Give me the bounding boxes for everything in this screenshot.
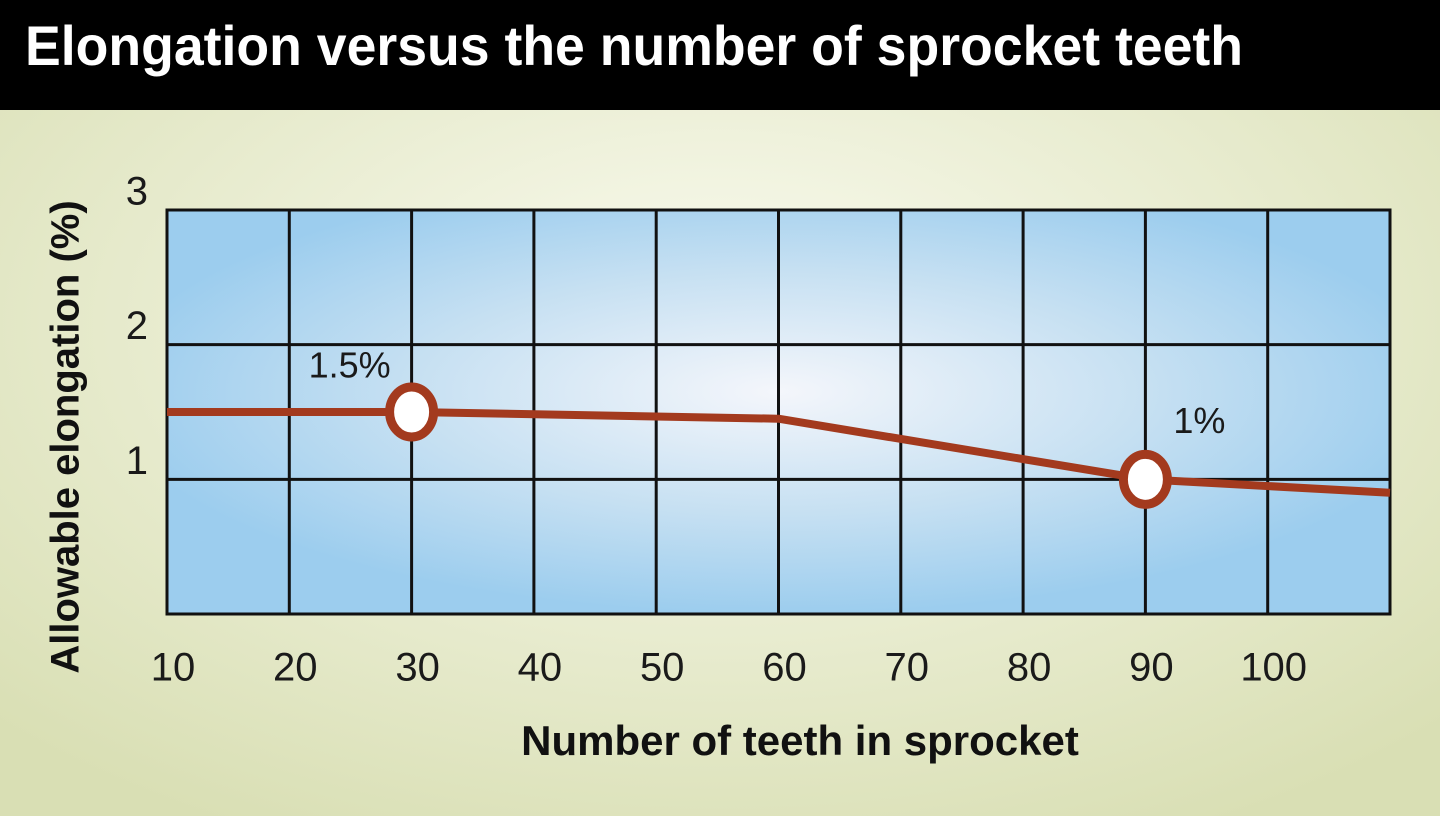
x-tick-label: 60 bbox=[762, 646, 807, 690]
x-tick-label: 20 bbox=[273, 646, 318, 690]
y-tick-label: 3 bbox=[126, 170, 148, 214]
y-axis-label: Allowable elongation (%) bbox=[44, 200, 88, 673]
x-tick-label: 10 bbox=[151, 646, 196, 690]
x-tick-label: 80 bbox=[1007, 646, 1052, 690]
x-tick-label: 70 bbox=[885, 646, 930, 690]
highlight-label: 1% bbox=[1173, 400, 1225, 441]
highlight-marker bbox=[1118, 449, 1172, 509]
title-bar bbox=[0, 0, 1440, 110]
highlight-marker bbox=[385, 382, 439, 442]
x-axis-label: Number of teeth in sprocket bbox=[521, 717, 1079, 764]
y-tick-label: 2 bbox=[126, 304, 148, 348]
x-tick-label: 50 bbox=[640, 646, 685, 690]
x-tick-label: 30 bbox=[395, 646, 440, 690]
x-tick-label: 90 bbox=[1129, 646, 1174, 690]
chart-title: Elongation versus the number of sprocket… bbox=[25, 14, 1243, 77]
y-tick-label: 1 bbox=[126, 439, 148, 483]
data-line bbox=[167, 408, 1391, 497]
highlight-label: 1.5% bbox=[309, 345, 391, 386]
x-tick-label: 40 bbox=[518, 646, 563, 690]
x-tick-label: 100 bbox=[1240, 646, 1307, 690]
